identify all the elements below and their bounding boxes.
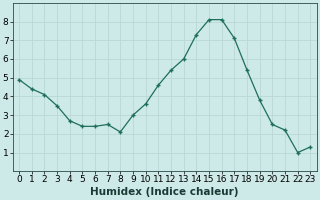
X-axis label: Humidex (Indice chaleur): Humidex (Indice chaleur) [91,187,239,197]
